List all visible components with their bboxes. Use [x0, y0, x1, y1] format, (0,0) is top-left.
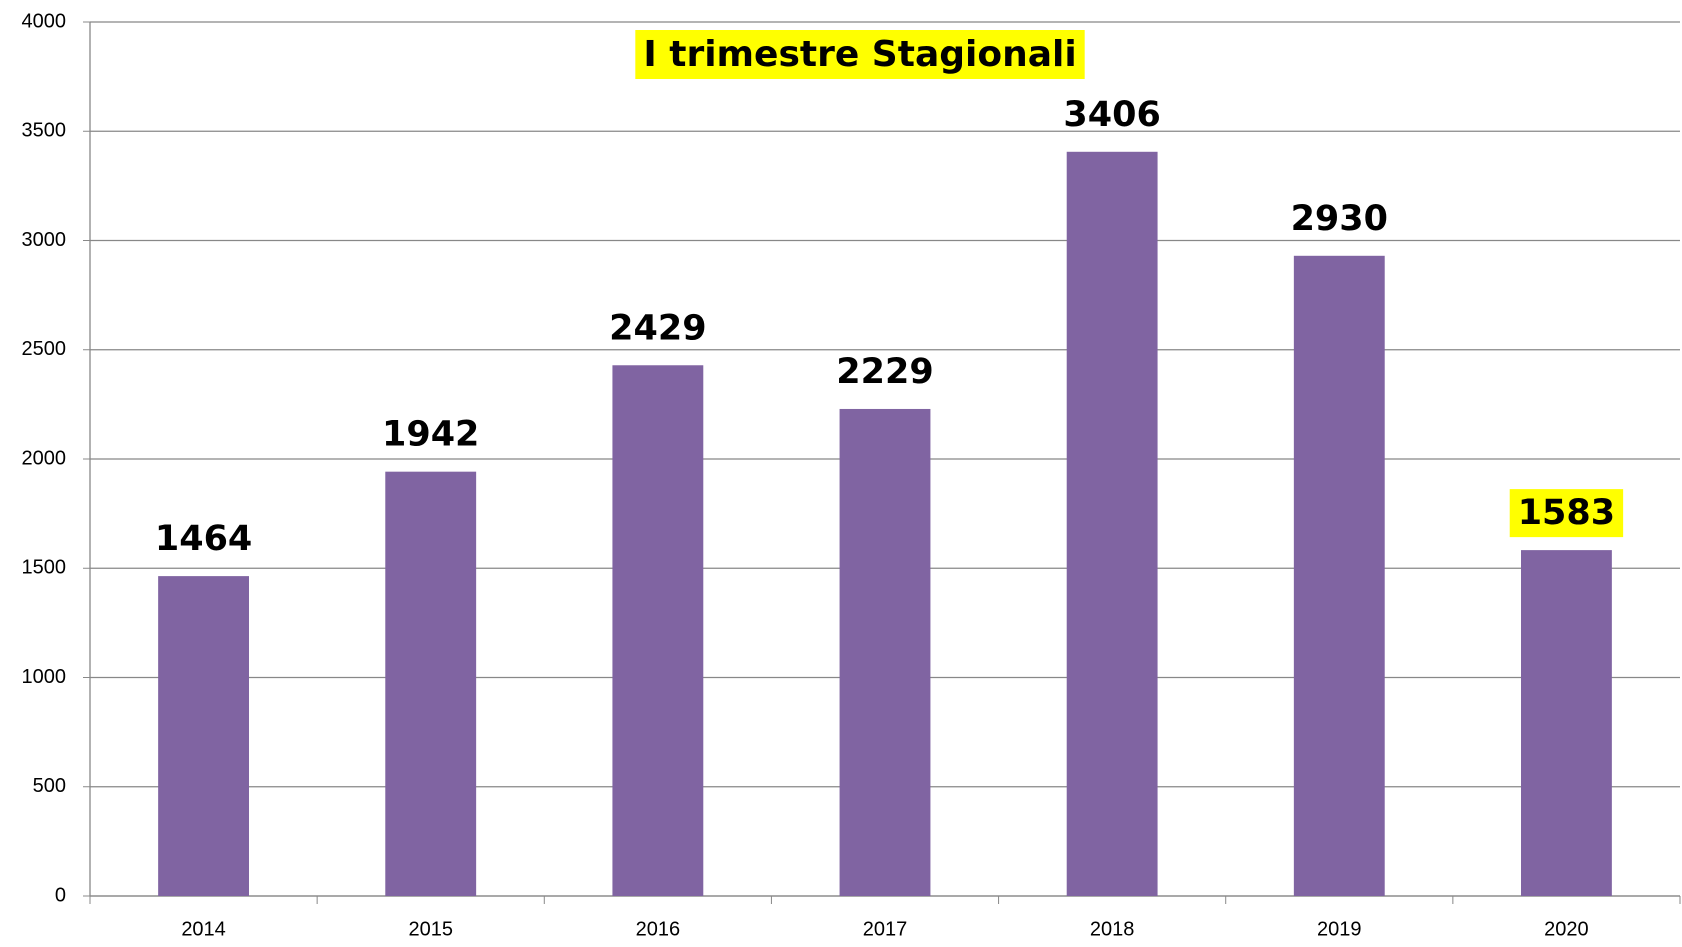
highlight-box	[1509, 489, 1624, 538]
bar	[612, 365, 704, 896]
data-label: 1464	[155, 519, 252, 559]
x-tick-label: 2018	[1090, 918, 1135, 940]
y-tick-label: 2000	[22, 447, 67, 469]
x-tick-label: 2015	[408, 918, 453, 940]
y-tick-label: 0	[55, 884, 66, 906]
y-tick-label: 4000	[22, 10, 67, 32]
x-tick-label: 2014	[181, 918, 226, 940]
data-label: 2930	[1291, 199, 1388, 239]
data-label: 2429	[609, 308, 706, 348]
y-tick-label: 3000	[22, 229, 67, 251]
y-tick-label: 500	[33, 775, 66, 797]
bar	[1521, 550, 1612, 896]
x-tick-label: 2016	[636, 918, 681, 940]
title-group: I trimestre Stagionali	[635, 30, 1085, 79]
chart-title: I trimestre Stagionali	[643, 34, 1076, 75]
data-label: 2229	[836, 352, 933, 392]
y-tick-label: 1500	[22, 557, 67, 579]
highlight-box	[635, 30, 1085, 79]
bar	[158, 576, 249, 896]
bar	[1066, 151, 1158, 896]
y-tick-label: 1000	[22, 666, 67, 688]
bar	[839, 408, 931, 896]
y-tick-label: 3500	[22, 120, 67, 142]
bar	[1293, 255, 1385, 897]
data-label: 1583	[1518, 493, 1615, 533]
data-label: 3406	[1063, 95, 1160, 135]
x-tick-label: 2020	[1544, 918, 1589, 940]
bar	[385, 471, 477, 896]
x-tick-label: 2017	[863, 918, 908, 940]
y-tick-label: 2500	[22, 338, 67, 360]
x-tick-label: 2019	[1317, 918, 1362, 940]
data-label: 1942	[382, 415, 479, 455]
